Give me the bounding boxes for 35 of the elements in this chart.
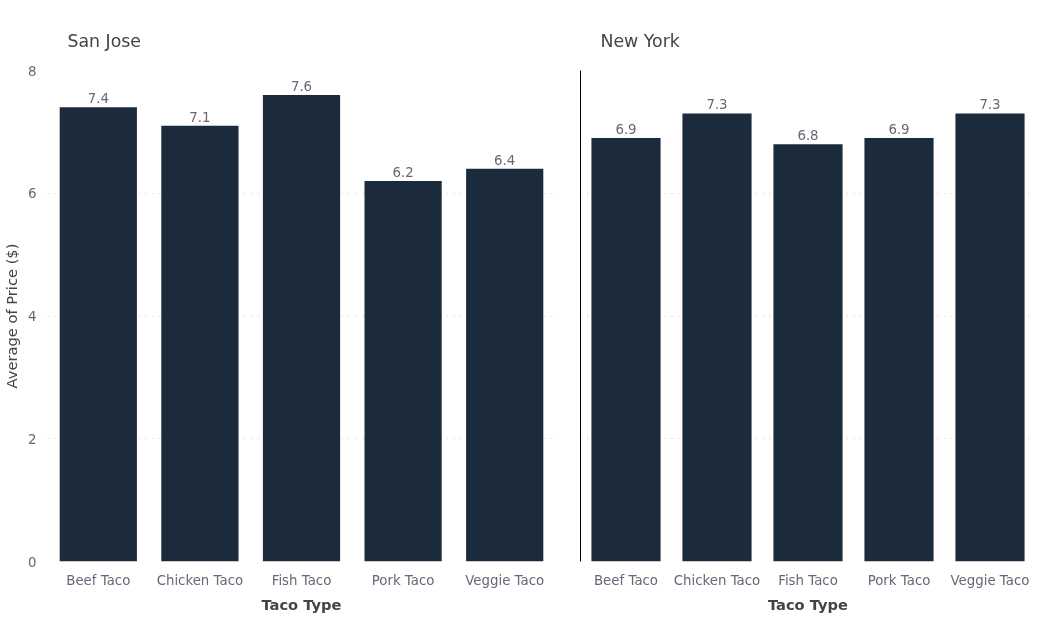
x-axis-title: Taco Type — [261, 595, 342, 613]
x-tick-label: Veggie Taco — [950, 572, 1030, 588]
y-tick-label: 6 — [28, 186, 37, 202]
x-tick-label: Fish Taco — [778, 572, 838, 588]
bar — [262, 95, 341, 562]
data-label: 6.2 — [392, 164, 414, 180]
bar — [466, 168, 544, 562]
y-tick-label: 8 — [28, 63, 37, 79]
bar — [59, 107, 137, 562]
chart-title: San Jose — [67, 30, 142, 51]
x-axis-title: Taco Type — [767, 595, 849, 613]
data-label: 7.3 — [979, 97, 1001, 113]
y-tick-label: 0 — [28, 554, 37, 570]
y-axis-title: Average of Price ($) — [3, 243, 21, 389]
y-tick-label: 2 — [28, 431, 37, 447]
x-tick-label: Veggie Taco — [465, 572, 545, 588]
x-tick-label: Fish Taco — [271, 572, 332, 588]
y-tick-label: 4 — [28, 309, 37, 324]
data-label: 7.1 — [189, 109, 211, 125]
data-label: 6.8 — [797, 128, 819, 144]
x-tick-label: Pork Taco — [371, 572, 435, 588]
data-label: 7.4 — [87, 91, 109, 107]
x-tick-label: Beef Taco — [593, 572, 659, 588]
x-tick-label: Chicken Taco — [673, 572, 761, 588]
bar — [364, 180, 442, 562]
data-label: 7.3 — [706, 97, 728, 113]
data-label: 6.4 — [494, 152, 516, 168]
bar — [161, 125, 239, 562]
x-tick-label: Beef Taco — [66, 572, 131, 588]
data-label: 7.6 — [290, 79, 313, 95]
data-label: 6.9 — [888, 122, 910, 138]
data-label: 6.9 — [615, 122, 637, 138]
x-tick-label: Pork Taco — [867, 572, 931, 588]
chart-title: New York — [600, 30, 680, 51]
x-tick-label: Chicken Taco — [156, 572, 244, 588]
